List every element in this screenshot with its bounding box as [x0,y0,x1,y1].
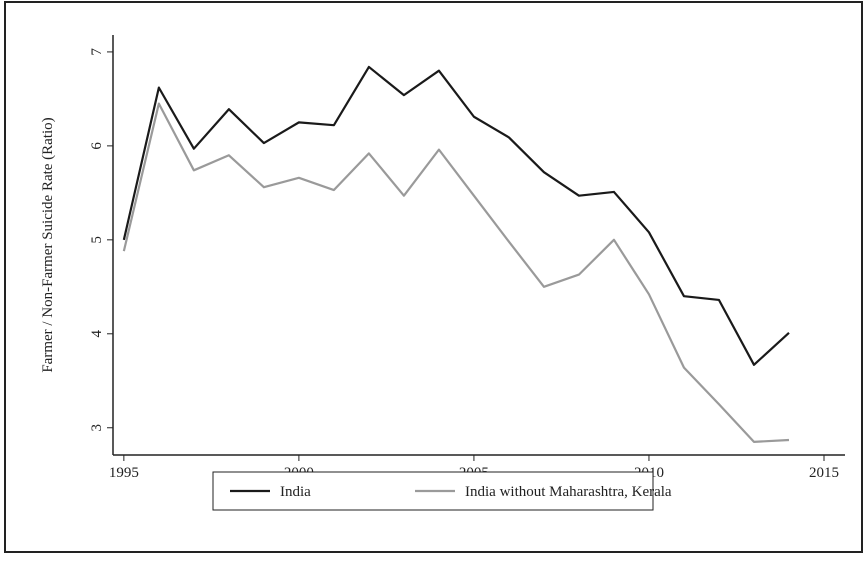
frame [4,1,863,553]
y-tick-label: 5 [89,236,105,244]
legend-label: India [280,484,311,500]
y-tick-label: 6 [89,142,105,150]
legend-label: India without Maharashtra, Kerala [465,484,672,500]
series-line [122,65,790,366]
series-line [122,102,790,443]
x-tick-label: 1995 [109,465,139,481]
x-tick-label: 2015 [809,465,839,481]
y-tick-label: 4 [89,330,105,338]
y-axis-label: Farmer / Non-Farmer Suicide Rate (Ratio) [40,117,56,372]
y-tick-label: 3 [89,424,105,432]
y-tick-label: 7 [89,48,105,56]
